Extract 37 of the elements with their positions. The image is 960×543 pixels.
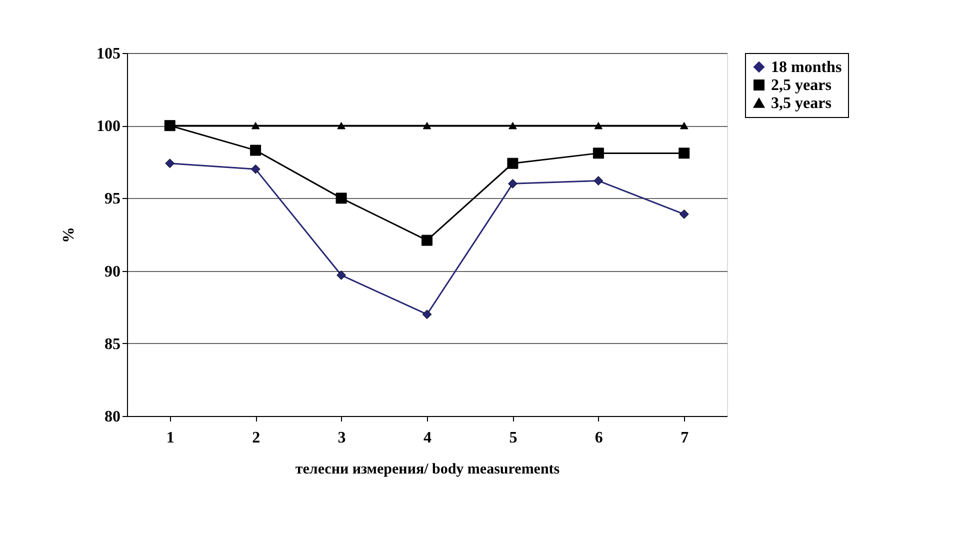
x-tick-label: 2	[252, 430, 260, 446]
point	[508, 122, 517, 130]
y-tick-label: 105	[96, 46, 120, 62]
x-tick-label: 4	[424, 430, 432, 446]
point	[251, 122, 260, 130]
y-tick-label: 80	[104, 408, 120, 426]
point	[592, 148, 604, 159]
x-tick-label: 1	[166, 430, 174, 446]
point	[508, 178, 518, 188]
point	[336, 192, 347, 204]
point	[422, 122, 432, 130]
point	[422, 234, 432, 246]
x-tick-label: 3	[338, 430, 346, 446]
point	[165, 158, 175, 168]
y-tick-label: 90	[104, 263, 120, 280]
point	[422, 310, 432, 320]
y-tick-label: 85	[104, 336, 120, 353]
y-tick-label: 100	[96, 118, 120, 136]
x-tick-label: 7	[680, 430, 689, 446]
x-tick-label: 6	[594, 430, 603, 446]
point	[337, 122, 346, 130]
x-axis-title: телесни измерения/ body measurements	[295, 462, 560, 478]
point	[678, 148, 690, 159]
y-axis-title: %	[60, 227, 78, 243]
point	[507, 158, 518, 169]
point	[250, 144, 262, 156]
point	[594, 176, 604, 186]
point	[336, 270, 346, 280]
y-tick-label: 95	[104, 190, 120, 208]
point	[680, 122, 688, 130]
point	[594, 122, 603, 130]
legend-label: 2,5 years	[771, 77, 832, 94]
x-tick-label: 5	[509, 430, 518, 446]
point	[250, 164, 260, 174]
legend-label: 3,5 years	[771, 95, 832, 112]
point	[679, 209, 689, 219]
legend-label: 18 months	[771, 59, 842, 76]
